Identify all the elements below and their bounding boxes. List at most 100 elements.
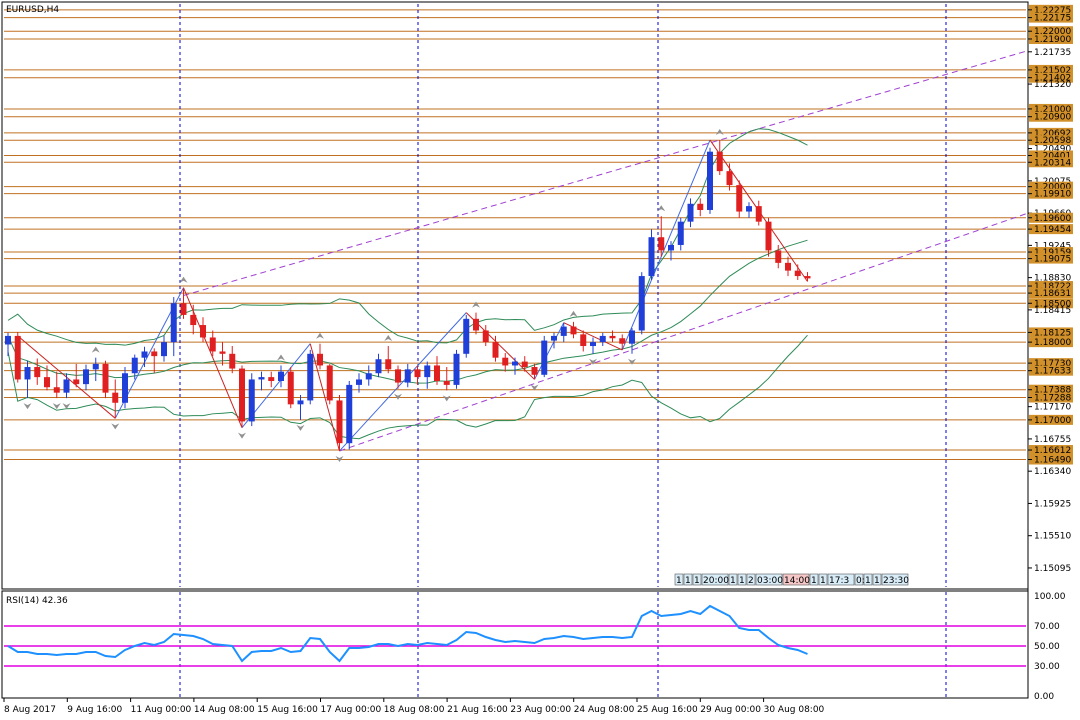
candle-body (521, 361, 528, 368)
fractal-down-marker (238, 432, 246, 439)
candle-body (707, 151, 713, 210)
candle-body (785, 262, 791, 271)
price-level-tag (1029, 103, 1073, 114)
scale-box[interactable] (746, 573, 756, 586)
price-level-tag (1029, 33, 1073, 44)
candle-body (746, 206, 752, 212)
candle-body (73, 379, 80, 385)
candle-body (638, 276, 645, 331)
candle-body (648, 237, 655, 277)
price-level-tag (1029, 365, 1073, 376)
candle-body (395, 369, 401, 383)
price-label: 1.19910 (1034, 190, 1071, 200)
price-label: 1.17288 (1034, 393, 1071, 403)
candle-body (453, 353, 460, 385)
time-label: 21 Aug 16:00 (447, 705, 508, 715)
scale-box-label: 1 (730, 576, 736, 586)
time-label: 8 Aug 2017 (4, 705, 56, 715)
rsi-axis-label: 100.00 (1034, 592, 1066, 602)
candle-body (151, 351, 158, 357)
scale-box[interactable] (872, 573, 882, 586)
candle-body (492, 342, 499, 358)
fractal-down-marker (335, 455, 344, 462)
price-level-tag (1029, 358, 1073, 369)
price-level-tag (1029, 288, 1073, 299)
candle-body (14, 335, 21, 380)
price-level-tag (1029, 4, 1073, 15)
candle-body (551, 335, 557, 341)
price-label: 1.18500 (1034, 299, 1071, 309)
scale-box-label: 1 (874, 576, 880, 586)
price-label: 1.20490 (1034, 145, 1071, 155)
scale-box[interactable] (728, 573, 738, 586)
price-level-tag (1029, 188, 1073, 199)
price-label: 1.15510 (1034, 532, 1071, 542)
horizontal-levels (4, 9, 1026, 461)
price-label: 1.18000 (1034, 338, 1071, 348)
price-label: 1.17170 (1034, 403, 1071, 413)
candle-body (317, 353, 323, 366)
candle-body (63, 379, 70, 393)
scale-box[interactable] (827, 573, 855, 586)
candle-body (629, 330, 635, 344)
scale-box[interactable] (755, 573, 783, 586)
candle-body (34, 367, 41, 378)
candle-body (326, 365, 333, 401)
scale-box[interactable] (674, 573, 684, 586)
price-label: 1.18125 (1034, 328, 1071, 338)
scale-box[interactable] (737, 573, 747, 586)
candle-body (131, 357, 138, 374)
scale-box-label: 17:3 (829, 576, 849, 586)
candle-body (599, 335, 606, 343)
rsi-indicator (4, 604, 1026, 667)
scale-box[interactable] (683, 573, 693, 586)
price-label: 1.21900 (1034, 35, 1071, 45)
candle-body (5, 335, 11, 345)
rsi-axis-label: 0.00 (1034, 692, 1054, 702)
fractal-up-marker (179, 276, 188, 283)
candle-body (512, 361, 518, 366)
rsi-axis-label: 30.00 (1034, 662, 1060, 672)
candle-body (336, 400, 343, 444)
scale-box[interactable] (854, 573, 864, 586)
price-level-tag (1029, 414, 1073, 425)
candle-body (668, 244, 674, 251)
candle-body (297, 400, 304, 405)
scale-box[interactable] (701, 573, 729, 586)
price-level-tag (1029, 224, 1073, 235)
scale-box-label: 20:00 (703, 576, 729, 586)
candle-body (53, 387, 60, 393)
candle-body (268, 377, 275, 382)
price-level-tag (1029, 337, 1073, 348)
price-level-tag (1029, 157, 1073, 168)
price-level-tag (1029, 298, 1073, 309)
scale-box-label: 14:00 (784, 576, 810, 586)
fractal-up-marker (715, 129, 724, 136)
scale-boxes[interactable]: 1 1 1 20:00 1 1 2 03:00 14:00 1 1 17:3 0: 1 1 23:30 (674, 573, 909, 586)
scale-box[interactable] (881, 573, 909, 586)
price-label: 1.20900 (1034, 113, 1071, 123)
price-label: 1.19245 (1034, 241, 1071, 251)
scale-box[interactable] (692, 573, 702, 586)
candle-body (697, 203, 704, 210)
rsi-axis-label: 50.00 (1034, 642, 1060, 652)
scale-box[interactable] (818, 573, 828, 586)
price-label: 1.16490 (1034, 456, 1071, 466)
candle-body (463, 318, 470, 354)
scale-box-label: 0: (856, 576, 865, 586)
price-label: 1.18631 (1034, 289, 1071, 299)
scale-box[interactable] (782, 573, 810, 586)
candle-body (102, 363, 109, 393)
time-label: 23 Aug 00:00 (510, 705, 571, 715)
fractal-down-marker (589, 358, 597, 365)
price-level-tag (1029, 127, 1073, 138)
scale-box[interactable] (809, 573, 819, 586)
candle-body (44, 377, 50, 388)
time-label: 30 Aug 08:00 (764, 705, 825, 715)
fractal-markers (23, 129, 724, 462)
price-label: 1.16755 (1034, 435, 1071, 445)
fractal-up-marker (657, 205, 666, 212)
scale-box[interactable] (863, 573, 873, 586)
